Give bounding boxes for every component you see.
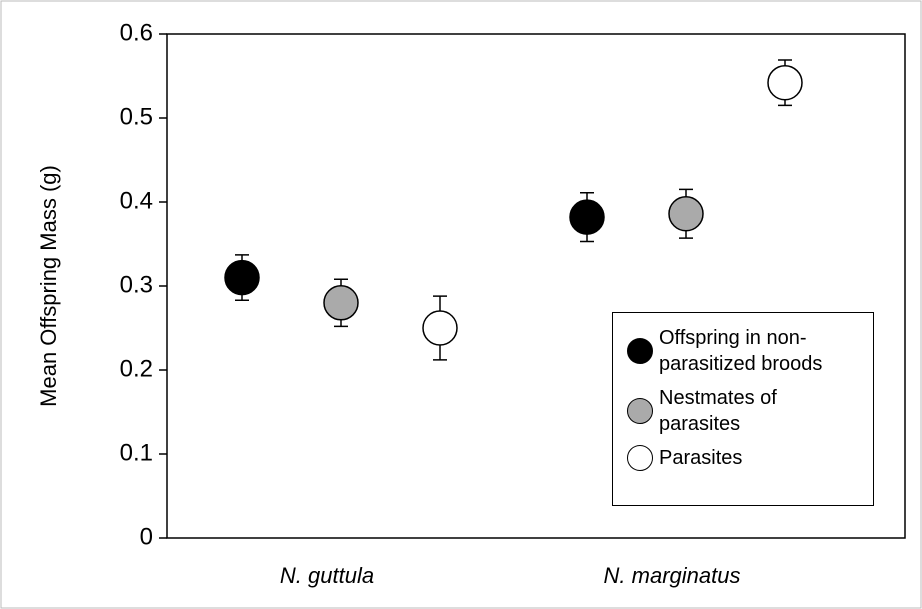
data-point: [323, 285, 359, 321]
data-point: [569, 199, 605, 235]
y-tick-label: 0.2: [120, 355, 153, 382]
y-tick-label: 0: [140, 523, 153, 550]
x-tick-label: N. guttula: [280, 563, 374, 588]
x-tick-label: N. marginatus: [604, 563, 741, 588]
y-tick-label: 0.1: [120, 439, 153, 466]
legend-swatch: [627, 445, 653, 471]
y-tick-label: 0.4: [120, 187, 153, 214]
legend-item: Parasites: [627, 445, 873, 471]
legend-label: Parasites: [659, 447, 743, 469]
data-point: [422, 310, 458, 346]
y-tick-label: 0.5: [120, 103, 153, 130]
legend-item: Offspring in non-parasitized broods: [627, 325, 873, 377]
legend-swatch: [627, 398, 653, 424]
y-tick-label: 0.3: [120, 271, 153, 298]
y-axis-label: Mean Offspring Mass (g): [36, 165, 61, 407]
legend-label: Nestmates of parasites: [659, 387, 777, 435]
legend-item: Nestmates of parasites: [627, 385, 873, 437]
data-point: [224, 259, 260, 296]
data-point: [668, 196, 704, 232]
legend: Offspring in non-parasitized broods Nestm…: [612, 312, 874, 506]
y-tick-label: 0.6: [120, 19, 153, 46]
legend-swatch: [627, 338, 653, 364]
legend-label: Offspring in non-parasitized broods: [659, 327, 823, 375]
data-point: [767, 64, 803, 101]
